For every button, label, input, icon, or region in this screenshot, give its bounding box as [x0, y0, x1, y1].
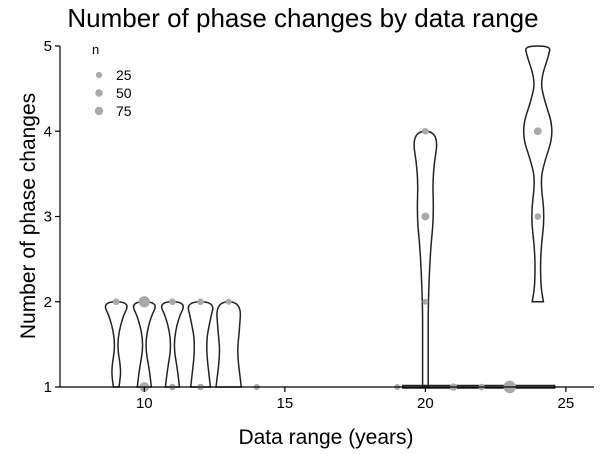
legend-key-25 [95, 71, 103, 79]
data-point-16 [533, 127, 542, 136]
data-point-17 [534, 213, 542, 220]
data-point-7 [225, 298, 232, 305]
x-tick-label: 15 [276, 395, 293, 412]
y-tick-label: 4 [44, 123, 52, 140]
legend-title: n [92, 42, 99, 57]
chart-title: Number of phase changes by data range [67, 3, 538, 33]
legend: n 25 50 75 [92, 42, 132, 119]
data-point-11 [421, 212, 430, 221]
y-tick-label: 1 [44, 379, 52, 396]
y-axis-label: Number of phase changes [17, 93, 40, 339]
data-point-0 [112, 298, 120, 306]
violin-3 [187, 301, 214, 388]
legend-key-75 [94, 106, 104, 116]
violin-4 [215, 301, 243, 388]
x-tick-label: 20 [417, 395, 434, 412]
data-point-10 [422, 127, 429, 135]
x-tick-label: 10 [136, 395, 153, 412]
data-point-12 [422, 298, 429, 305]
legend-label-75: 75 [116, 103, 132, 119]
y-tick-label: 5 [44, 38, 52, 55]
data-point-5 [197, 298, 204, 306]
axes: 10 15 20 25 1 2 3 4 5 [44, 38, 594, 412]
y-tick-label: 3 [44, 209, 52, 226]
data-point-1 [138, 296, 150, 308]
data-point-3 [169, 298, 176, 306]
y-tick-label: 2 [44, 294, 52, 311]
legend-label-50: 50 [116, 85, 132, 101]
violin-0 [104, 301, 128, 388]
x-tick-label: 25 [558, 395, 575, 412]
x-axis-label: Data range (years) [238, 426, 413, 449]
plot-area [104, 45, 556, 394]
violin-2 [160, 301, 185, 388]
violin-6 [522, 45, 553, 303]
violin-5 [413, 130, 438, 388]
violin-1 [132, 301, 156, 388]
legend-key-50 [95, 89, 103, 97]
legend-label-25: 25 [116, 67, 132, 83]
